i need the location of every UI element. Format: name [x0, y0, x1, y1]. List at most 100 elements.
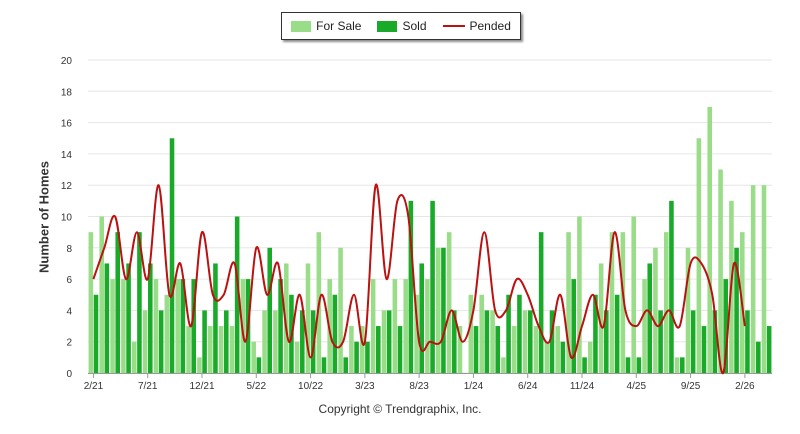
legend-swatch-for-sale: [291, 20, 312, 32]
bar-sold: [647, 263, 653, 373]
bar-sold: [278, 279, 283, 373]
bar-sold: [549, 310, 555, 373]
bar-sold: [126, 263, 131, 373]
bar-for-sale: [110, 279, 115, 373]
bar-for-sale: [761, 185, 767, 373]
bar-sold: [625, 357, 631, 373]
legend-label-pended: Pended: [469, 19, 511, 33]
pended-series-line: [92, 183, 746, 375]
bar-for-sale: [251, 341, 256, 373]
bar-sold: [202, 310, 207, 373]
bar-for-sale: [153, 279, 159, 373]
y-tick-label: 12: [61, 181, 73, 192]
bar-for-sale: [175, 279, 180, 373]
bar-for-sale: [707, 106, 712, 373]
y-tick-label: 2: [66, 338, 72, 349]
bar-sold: [636, 357, 642, 373]
bar-for-sale: [88, 232, 94, 373]
bar-for-sale: [620, 232, 626, 373]
legend-swatch-pended: [442, 25, 465, 27]
bar-sold: [571, 279, 577, 373]
bar-for-sale: [685, 247, 691, 373]
x-tick-label: 12/21: [189, 381, 214, 392]
bar-for-sale: [262, 310, 267, 373]
legend-item-for-sale[interactable]: For Sale: [291, 19, 361, 33]
bar-for-sale: [479, 294, 484, 373]
bar-for-sale: [511, 326, 517, 373]
bar-for-sale: [425, 279, 430, 373]
bar-for-sale: [490, 310, 495, 373]
bar-for-sale: [305, 263, 311, 373]
bar-for-sale: [533, 326, 539, 373]
x-axis: 2/21 7/21 12/21 5/22 10/22 3/23 8/23 1/24 6/24 11…: [84, 373, 772, 392]
bar-for-sale: [349, 326, 354, 373]
bar-for-sale: [283, 263, 289, 373]
bar-for-sale: [207, 326, 213, 373]
bar-sold: [658, 310, 663, 373]
bar-sold: [300, 310, 305, 373]
x-tick-label: 6/24: [518, 381, 538, 392]
bar-sold: [343, 357, 349, 373]
bar-for-sale: [121, 279, 126, 373]
grid-lines: [88, 59, 772, 374]
bar-sold: [365, 341, 370, 373]
x-tick-label: 7/21: [138, 381, 158, 392]
copyright-text: Copyright © Trendgraphix, Inc.: [318, 402, 482, 416]
bar-sold: [321, 357, 327, 373]
bar-sold: [604, 310, 609, 373]
bar-for-sale: [696, 138, 702, 373]
bar-sold: [701, 326, 707, 373]
bar-for-sale: [587, 341, 593, 373]
bar-for-sale: [718, 169, 723, 373]
bar-for-sale: [446, 232, 452, 373]
bar-sold: [397, 326, 403, 373]
x-tick-label: 2/21: [84, 381, 104, 392]
bar-sold: [213, 263, 218, 373]
y-tick-label: 0: [66, 369, 72, 380]
y-tick-label: 14: [61, 150, 73, 161]
bar-for-sale: [164, 294, 170, 373]
x-tick-label: 3/23: [355, 381, 375, 392]
bar-sold: [528, 310, 533, 373]
bar-for-sale: [229, 326, 235, 373]
bar-for-sale: [653, 247, 658, 373]
bar-for-sale: [381, 310, 387, 373]
bar-sold: [614, 294, 620, 373]
bar-for-sale: [370, 279, 376, 373]
legend-label-for-sale: For Sale: [316, 19, 362, 33]
bar-for-sale: [186, 326, 191, 373]
legend-item-sold[interactable]: Sold: [377, 19, 427, 33]
bar-sold: [332, 294, 338, 373]
bar-for-sale: [294, 341, 300, 373]
bar-sold: [256, 357, 262, 373]
bar-sold: [354, 341, 359, 373]
bar-for-sale: [273, 310, 278, 373]
x-tick-label: 10/22: [298, 381, 323, 392]
bar-sold: [582, 357, 587, 373]
legend-item-pended[interactable]: Pended: [442, 19, 511, 33]
bar-for-sale: [577, 216, 582, 373]
bar-sold: [538, 232, 544, 373]
bar-for-sale: [197, 357, 202, 373]
bar-sold: [93, 294, 99, 373]
bar-for-sale: [435, 247, 441, 373]
bars: [88, 106, 772, 373]
y-tick-label: 4: [66, 306, 72, 317]
bar-sold: [419, 263, 425, 373]
y-tick-label: 16: [61, 119, 73, 130]
bar-for-sale: [414, 294, 419, 373]
bar-for-sale: [457, 326, 463, 373]
bar-for-sale: [631, 216, 636, 373]
bar-sold: [756, 341, 761, 373]
bar-sold: [115, 232, 121, 373]
bar-sold: [484, 310, 490, 373]
bar-sold: [234, 216, 240, 373]
bar-sold: [267, 247, 273, 373]
bar-sold: [430, 200, 435, 373]
bar-for-sale: [99, 216, 104, 373]
x-tick-label: 4/25: [627, 381, 647, 392]
bar-for-sale: [663, 232, 669, 373]
bar-for-sale: [359, 326, 365, 373]
bar-for-sale: [131, 341, 137, 373]
